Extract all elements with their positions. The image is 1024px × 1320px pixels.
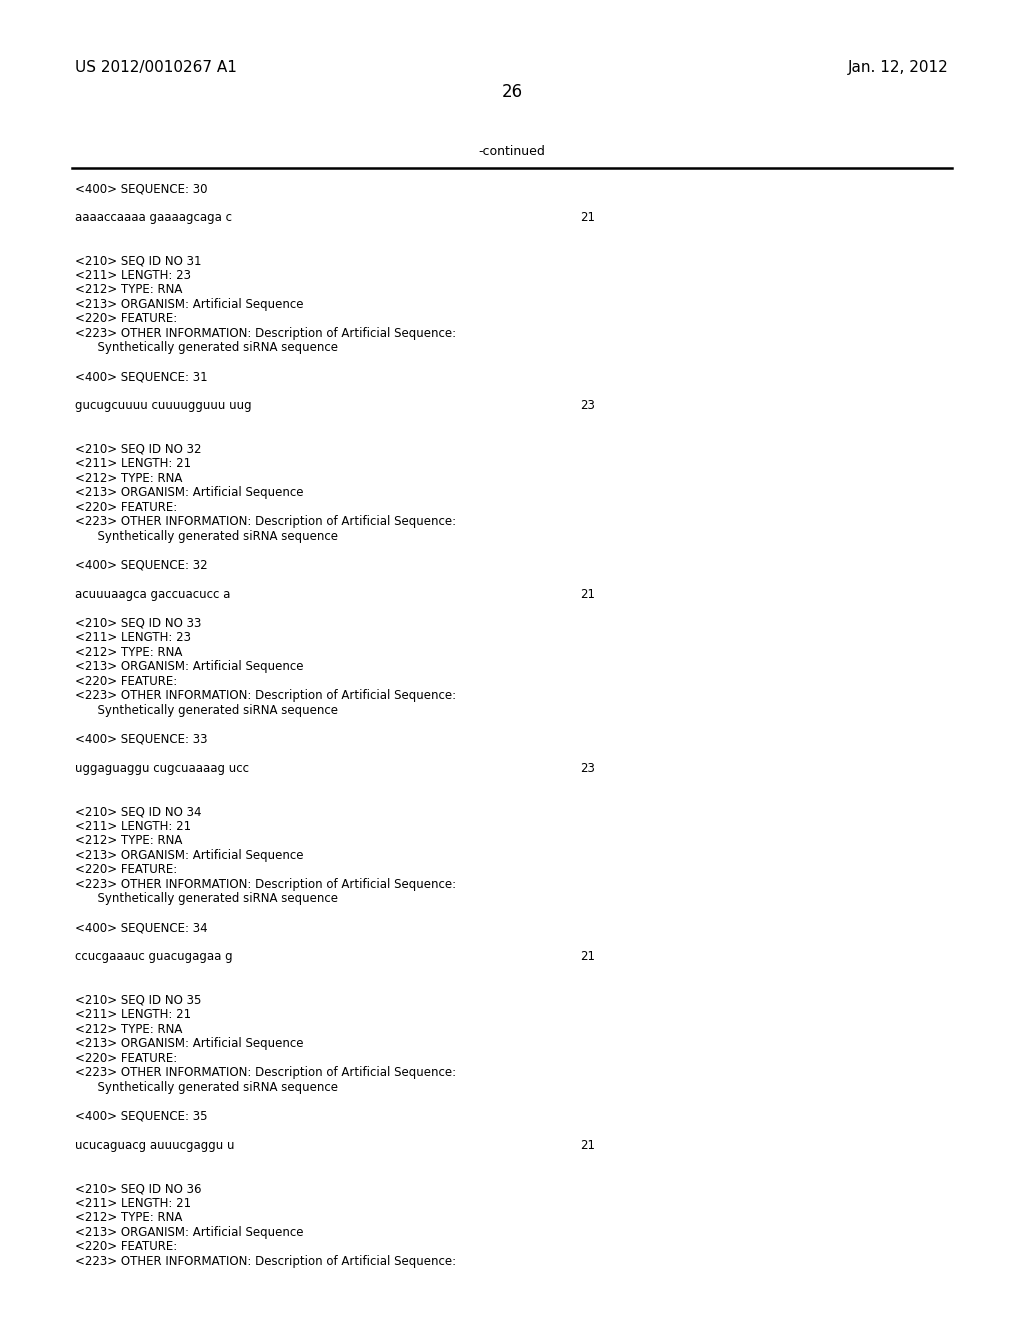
Text: <223> OTHER INFORMATION: Description of Artificial Sequence:: <223> OTHER INFORMATION: Description of …: [75, 1255, 456, 1269]
Text: <213> ORGANISM: Artificial Sequence: <213> ORGANISM: Artificial Sequence: [75, 298, 303, 312]
Text: US 2012/0010267 A1: US 2012/0010267 A1: [75, 59, 237, 75]
Text: <211> LENGTH: 21: <211> LENGTH: 21: [75, 1008, 191, 1022]
Text: <210> SEQ ID NO 35: <210> SEQ ID NO 35: [75, 994, 202, 1007]
Text: 23: 23: [580, 400, 595, 412]
Text: 23: 23: [580, 762, 595, 775]
Text: <400> SEQUENCE: 35: <400> SEQUENCE: 35: [75, 1110, 208, 1123]
Text: 21: 21: [580, 950, 595, 964]
Text: 21: 21: [580, 587, 595, 601]
Text: <212> TYPE: RNA: <212> TYPE: RNA: [75, 473, 182, 484]
Text: <220> FEATURE:: <220> FEATURE:: [75, 502, 177, 513]
Text: <211> LENGTH: 21: <211> LENGTH: 21: [75, 458, 191, 470]
Text: <223> OTHER INFORMATION: Description of Artificial Sequence:: <223> OTHER INFORMATION: Description of …: [75, 878, 456, 891]
Text: <212> TYPE: RNA: <212> TYPE: RNA: [75, 284, 182, 297]
Text: <210> SEQ ID NO 36: <210> SEQ ID NO 36: [75, 1183, 202, 1196]
Text: gucugcuuuu cuuuugguuu uug: gucugcuuuu cuuuugguuu uug: [75, 400, 252, 412]
Text: <223> OTHER INFORMATION: Description of Artificial Sequence:: <223> OTHER INFORMATION: Description of …: [75, 689, 456, 702]
Text: <400> SEQUENCE: 31: <400> SEQUENCE: 31: [75, 371, 208, 384]
Text: <400> SEQUENCE: 30: <400> SEQUENCE: 30: [75, 182, 208, 195]
Text: <212> TYPE: RNA: <212> TYPE: RNA: [75, 1212, 182, 1225]
Text: <211> LENGTH: 21: <211> LENGTH: 21: [75, 1197, 191, 1210]
Text: <400> SEQUENCE: 33: <400> SEQUENCE: 33: [75, 733, 208, 746]
Text: Synthetically generated siRNA sequence: Synthetically generated siRNA sequence: [75, 531, 338, 543]
Text: <212> TYPE: RNA: <212> TYPE: RNA: [75, 1023, 182, 1036]
Text: <212> TYPE: RNA: <212> TYPE: RNA: [75, 834, 182, 847]
Text: acuuuaagca gaccuacucc a: acuuuaagca gaccuacucc a: [75, 587, 230, 601]
Text: <211> LENGTH: 23: <211> LENGTH: 23: [75, 269, 191, 282]
Text: ucucaguacg auuucgaggu u: ucucaguacg auuucgaggu u: [75, 1139, 234, 1152]
Text: <220> FEATURE:: <220> FEATURE:: [75, 313, 177, 326]
Text: Jan. 12, 2012: Jan. 12, 2012: [848, 59, 949, 75]
Text: <212> TYPE: RNA: <212> TYPE: RNA: [75, 645, 182, 659]
Text: -continued: -continued: [478, 145, 546, 158]
Text: <211> LENGTH: 23: <211> LENGTH: 23: [75, 631, 191, 644]
Text: <223> OTHER INFORMATION: Description of Artificial Sequence:: <223> OTHER INFORMATION: Description of …: [75, 516, 456, 528]
Text: Synthetically generated siRNA sequence: Synthetically generated siRNA sequence: [75, 1081, 338, 1094]
Text: <210> SEQ ID NO 33: <210> SEQ ID NO 33: [75, 616, 202, 630]
Text: <210> SEQ ID NO 31: <210> SEQ ID NO 31: [75, 255, 202, 268]
Text: 21: 21: [580, 1139, 595, 1152]
Text: <223> OTHER INFORMATION: Description of Artificial Sequence:: <223> OTHER INFORMATION: Description of …: [75, 1067, 456, 1080]
Text: uggaguaggu cugcuaaaag ucc: uggaguaggu cugcuaaaag ucc: [75, 762, 249, 775]
Text: 21: 21: [580, 211, 595, 224]
Text: <210> SEQ ID NO 34: <210> SEQ ID NO 34: [75, 805, 202, 818]
Text: ccucgaaauc guacugagaa g: ccucgaaauc guacugagaa g: [75, 950, 232, 964]
Text: <210> SEQ ID NO 32: <210> SEQ ID NO 32: [75, 444, 202, 455]
Text: 26: 26: [502, 83, 522, 102]
Text: <213> ORGANISM: Artificial Sequence: <213> ORGANISM: Artificial Sequence: [75, 1226, 303, 1239]
Text: Synthetically generated siRNA sequence: Synthetically generated siRNA sequence: [75, 342, 338, 355]
Text: <213> ORGANISM: Artificial Sequence: <213> ORGANISM: Artificial Sequence: [75, 487, 303, 499]
Text: Synthetically generated siRNA sequence: Synthetically generated siRNA sequence: [75, 704, 338, 717]
Text: <213> ORGANISM: Artificial Sequence: <213> ORGANISM: Artificial Sequence: [75, 660, 303, 673]
Text: <220> FEATURE:: <220> FEATURE:: [75, 863, 177, 876]
Text: <220> FEATURE:: <220> FEATURE:: [75, 675, 177, 688]
Text: <213> ORGANISM: Artificial Sequence: <213> ORGANISM: Artificial Sequence: [75, 1038, 303, 1051]
Text: aaaaccaaaa gaaaagcaga c: aaaaccaaaa gaaaagcaga c: [75, 211, 232, 224]
Text: <223> OTHER INFORMATION: Description of Artificial Sequence:: <223> OTHER INFORMATION: Description of …: [75, 327, 456, 341]
Text: <220> FEATURE:: <220> FEATURE:: [75, 1241, 177, 1254]
Text: <211> LENGTH: 21: <211> LENGTH: 21: [75, 820, 191, 833]
Text: <400> SEQUENCE: 34: <400> SEQUENCE: 34: [75, 921, 208, 935]
Text: <400> SEQUENCE: 32: <400> SEQUENCE: 32: [75, 558, 208, 572]
Text: <213> ORGANISM: Artificial Sequence: <213> ORGANISM: Artificial Sequence: [75, 849, 303, 862]
Text: Synthetically generated siRNA sequence: Synthetically generated siRNA sequence: [75, 892, 338, 906]
Text: <220> FEATURE:: <220> FEATURE:: [75, 1052, 177, 1065]
